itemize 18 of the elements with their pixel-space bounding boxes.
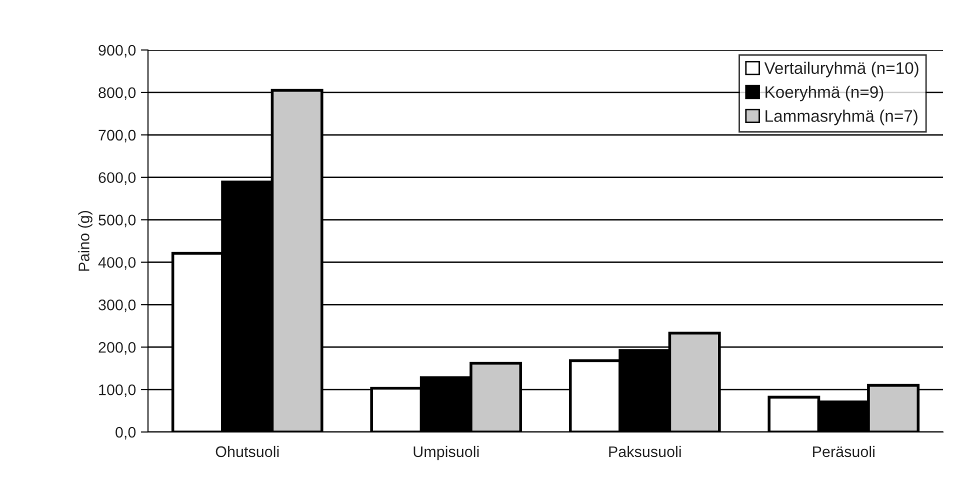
y-axis-title: Paino (g)	[78, 210, 92, 271]
y-tick-label: 200,0	[98, 342, 136, 355]
y-tick-label: 400,0	[98, 257, 136, 270]
legend-label: Koeryhmä (n=9)	[766, 86, 884, 102]
y-tick-label: 500,0	[98, 214, 136, 228]
y-tick-label: 700,0	[98, 130, 136, 142]
legend-label: Vertailuryhmä (n=10)	[764, 62, 918, 78]
x-tick-label: Umpisuoli	[414, 446, 479, 460]
x-tick-label: Ohutsuoli	[216, 446, 279, 458]
y-tick-label: 100,0	[99, 384, 136, 398]
x-tick-label: Paksusuoli	[609, 446, 681, 458]
y-tick-label: 800,0	[98, 87, 136, 100]
y-tick-label: 600,0	[98, 172, 136, 185]
y-tick-label: 300,0	[98, 300, 136, 312]
y-tick-label: 900,0	[98, 44, 136, 58]
x-tick-label: Peräsuoli	[813, 446, 874, 458]
legend-label: Lammasryhmä (n=7)	[766, 110, 918, 126]
y-tick-label: 0,0	[116, 426, 136, 440]
